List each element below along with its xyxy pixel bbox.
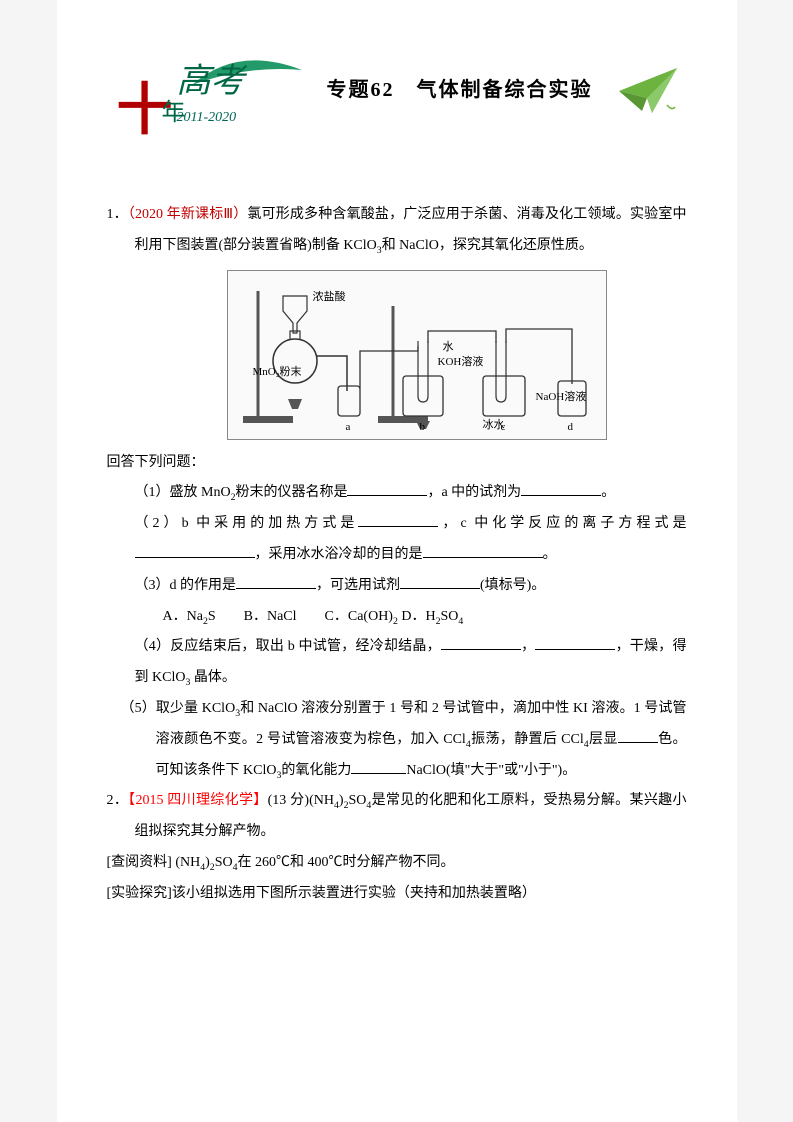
q1-p3: （3）d 的作用是 ，可选用试剂 (填标号)。 bbox=[107, 571, 687, 602]
q1-p4-b: ， bbox=[521, 639, 535, 654]
lbl-d: d bbox=[568, 421, 574, 434]
q2-ref-c: SO bbox=[215, 855, 233, 870]
q1-p1-b: 粉末的仪器名称是 bbox=[235, 485, 347, 500]
lbl-naoh: NaOH溶液 bbox=[536, 391, 587, 404]
q1-p3-a: （3）d 的作用是 bbox=[135, 578, 237, 593]
opt-a: A．Na bbox=[163, 609, 203, 624]
apparatus-icon bbox=[228, 271, 608, 441]
opt-b: B．NaCl bbox=[244, 609, 297, 624]
q1-p3-c: (填标号)。 bbox=[480, 578, 545, 593]
q2-intro-c: SO bbox=[348, 793, 366, 808]
q1-number: 1． bbox=[107, 207, 128, 222]
q1-diagram: 浓盐酸 MnO₂粉末 水 KOH溶液 冰水 NaOH溶液 a b c d bbox=[227, 270, 607, 440]
q1-p5-d: 层显 bbox=[589, 732, 618, 747]
opt-c: C．Ca(OH) bbox=[325, 609, 393, 624]
q1-p1-d: 。 bbox=[601, 485, 615, 500]
q1-p4-a: （4）反应结束后，取出 b 中试管，经冷却结晶， bbox=[135, 639, 441, 654]
q1-p4-d: 晶体。 bbox=[190, 670, 236, 685]
q2-ref-d: 在 260℃和 400℃时分解产物不同。 bbox=[238, 855, 455, 870]
q1-intro-b: 和 NaClO，探究其氧化还原性质。 bbox=[382, 238, 593, 253]
q1-p1-c: ，a 中的试剂为 bbox=[427, 485, 521, 500]
lbl-c: c bbox=[501, 421, 506, 434]
logo: 十 高考 年 2011-2020 bbox=[107, 45, 307, 135]
lbl-mno2: MnO₂粉末 bbox=[253, 366, 302, 379]
q1-p1: （1）盛放 MnO2粉末的仪器名称是，a 中的试剂为。 bbox=[107, 478, 687, 509]
q2-intro-a: (13 分)(NH bbox=[268, 793, 334, 808]
opt-d: D．H bbox=[401, 609, 435, 624]
opt-a2: S bbox=[208, 609, 216, 624]
q1-p2-a: （2）b 中采用的加热方式是 bbox=[135, 516, 359, 531]
q1-p5-c: 振荡，静置后 CCl bbox=[471, 732, 584, 747]
q1-p5-f: 的氧化能力 bbox=[281, 763, 351, 778]
lbl-a: a bbox=[346, 421, 351, 434]
q1-p2: （2）b 中采用的加热方式是 ，c 中化学反应的离子方程式是 ，采用冰水浴冷却的目的… bbox=[107, 509, 687, 571]
q2-ref: [查阅资料] (NH4)2SO4在 260℃和 400℃时分解产物不同。 bbox=[107, 848, 687, 879]
q2-intro: 2．【2015 四川理综化学】(13 分)(NH4)2SO4是常见的化肥和化工原… bbox=[107, 786, 687, 848]
q1-p3-b: ，可选用试剂 bbox=[316, 578, 400, 593]
q1-p2-d: 。 bbox=[543, 547, 557, 562]
page: 十 高考 年 2011-2020 专题62 气体制备综合实验 1．（2020 年… bbox=[57, 0, 737, 1122]
q1-p5: （5）取少量 KClO3和 NaClO 溶液分别置于 1 号和 2 号试管中，滴… bbox=[107, 694, 687, 786]
q2-exp: [实验探究]该小组拟选用下图所示装置进行实验（夹持和加热装置略） bbox=[107, 879, 687, 910]
opt-d2: SO bbox=[441, 609, 459, 624]
q1-source: （2020 年新课标Ⅲ） bbox=[128, 207, 248, 222]
q1-answer-heading: 回答下列问题： bbox=[107, 448, 687, 479]
q1-options: A．Na2S B．NaCl C．Ca(OH)2 D．H2SO4 bbox=[107, 602, 687, 633]
lbl-koh: KOH溶液 bbox=[438, 356, 484, 369]
q1-p2-b: ，c 中化学反应的离子方程式是 bbox=[438, 516, 686, 531]
logo-years: 2011-2020 bbox=[177, 103, 237, 134]
lbl-water: 水 bbox=[443, 341, 454, 354]
lbl-b: b bbox=[420, 421, 426, 434]
page-title: 专题62 气体制备综合实验 bbox=[327, 68, 593, 112]
banner: 十 高考 年 2011-2020 专题62 气体制备综合实验 bbox=[107, 40, 687, 140]
q2-source: 【2015 四川理综化学】 bbox=[128, 793, 267, 808]
q1-p5-a: （5）取少量 KClO bbox=[121, 701, 236, 716]
content: 1．（2020 年新课标Ⅲ）氯可形成多种含氧酸盐，广泛应用于杀菌、消毒及化工领域… bbox=[107, 200, 687, 910]
q2-number: 2． bbox=[107, 793, 129, 808]
q1-p5-g: NaClO(填"大于"或"小于")。 bbox=[406, 763, 576, 778]
lbl-hcl: 浓盐酸 bbox=[313, 291, 346, 304]
q1-p2-c: ，采用冰水浴冷却的目的是 bbox=[255, 547, 423, 562]
q1-p1-a: （1）盛放 MnO bbox=[135, 485, 231, 500]
paper-plane-icon bbox=[617, 63, 687, 118]
q2-ref-a: [查阅资料] (NH bbox=[107, 855, 201, 870]
q1-p4: （4）反应结束后，取出 b 中试管，经冷却结晶，，，干燥，得到 KClO3 晶体… bbox=[107, 632, 687, 694]
q1-intro: 1．（2020 年新课标Ⅲ）氯可形成多种含氧酸盐，广泛应用于杀菌、消毒及化工领域… bbox=[107, 200, 687, 262]
